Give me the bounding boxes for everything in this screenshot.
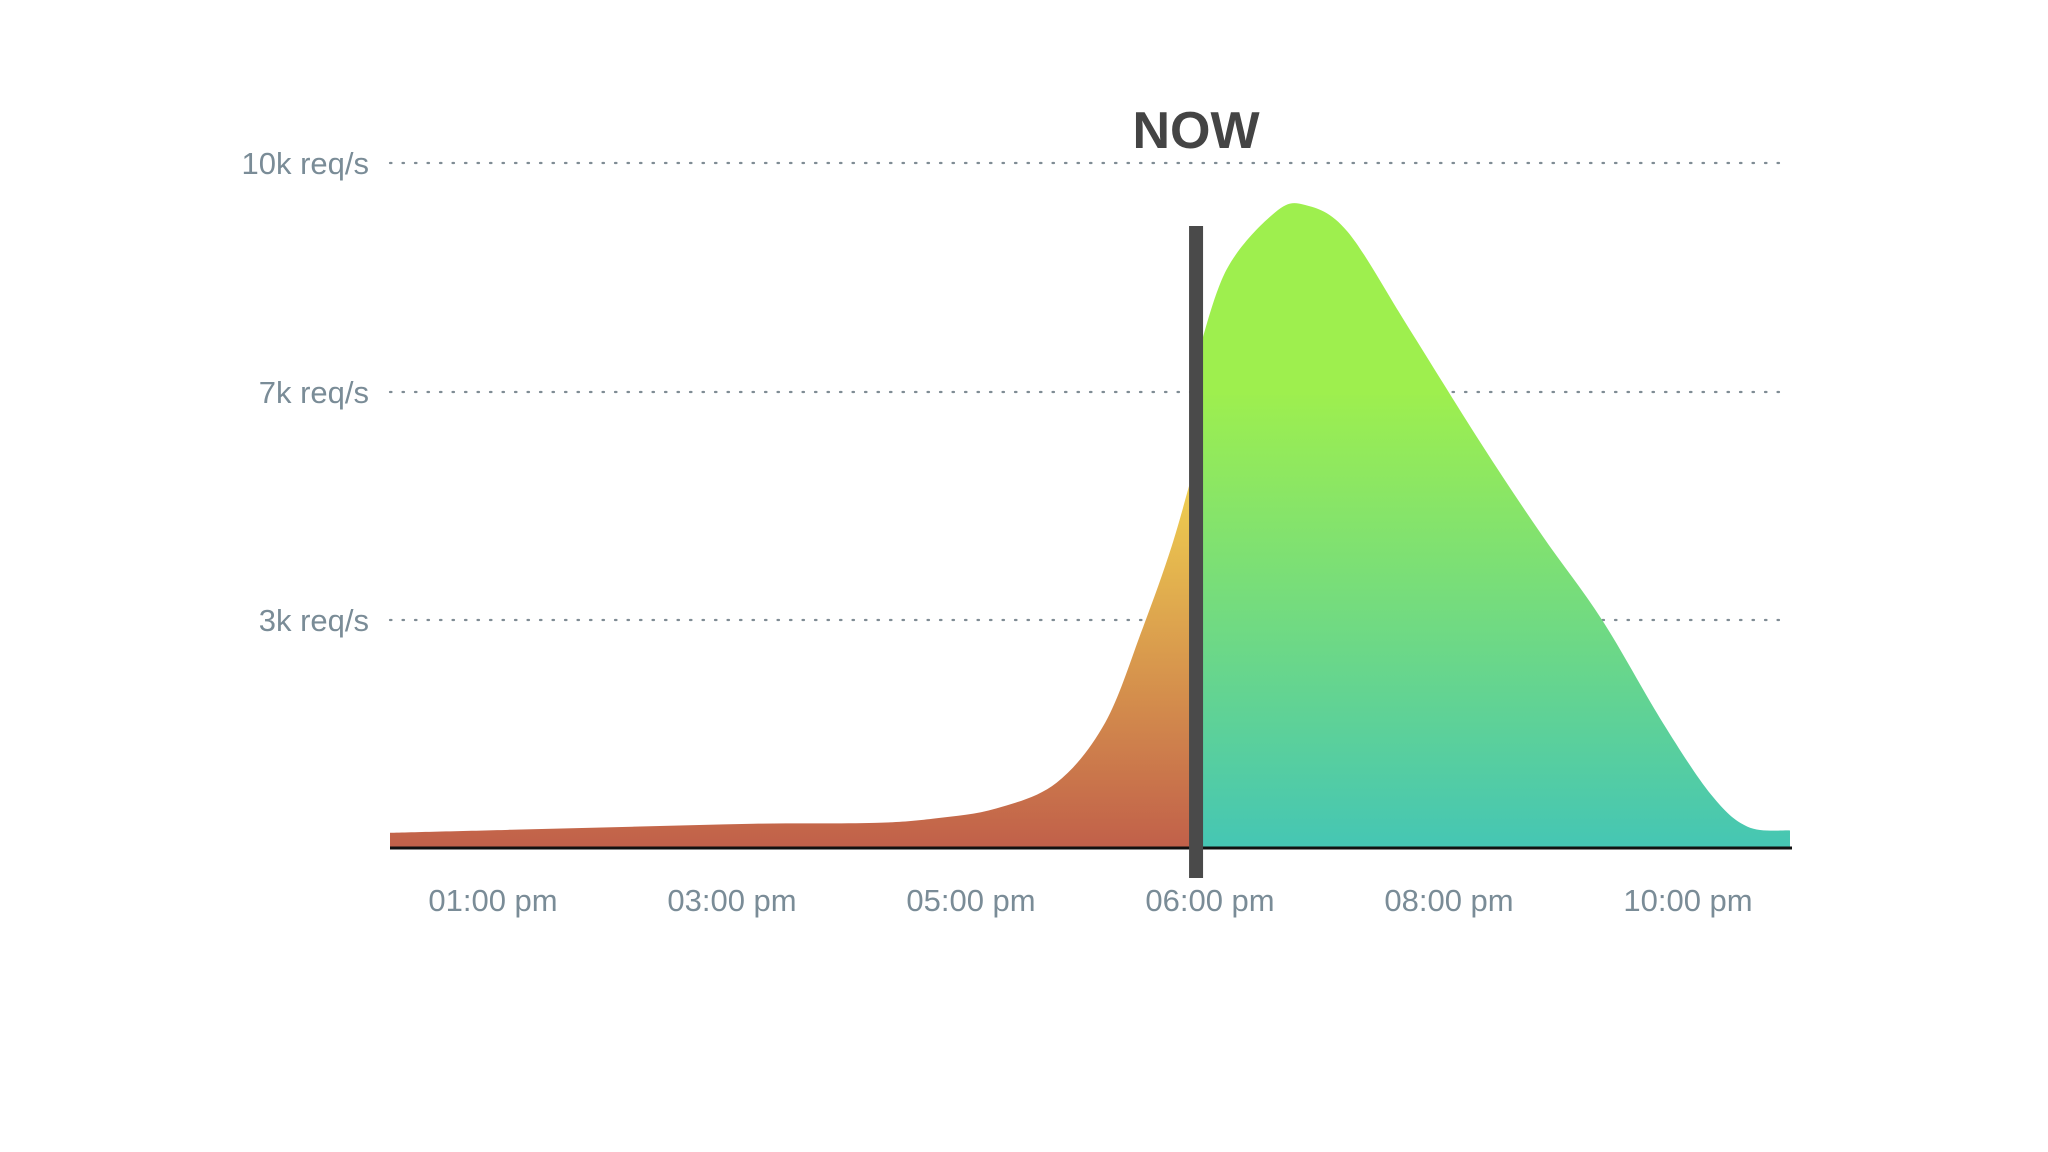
now-label: NOW [1133, 102, 1261, 160]
x-tick-label-1: 03:00 pm [667, 883, 796, 918]
x-tick-label-4: 08:00 pm [1384, 883, 1513, 918]
area-forecast [1196, 203, 1790, 849]
y-tick-label-0: 3k req/s [259, 603, 369, 638]
x-tick-label-0: 01:00 pm [428, 883, 557, 918]
x-tick-label-2: 05:00 pm [906, 883, 1035, 918]
axis-layer [390, 226, 1792, 878]
grid-layer [388, 161, 1792, 622]
label-layer: 3k req/s 7k req/s 10k req/s NOW 01:00 pm 03:0… [241, 102, 1752, 918]
now-marker-line [1189, 226, 1204, 878]
x-tick-label-5: 10:00 pm [1623, 883, 1752, 918]
y-tick-label-1: 7k req/s [259, 375, 369, 410]
area-layer [390, 203, 1790, 849]
area-past [390, 460, 1197, 848]
x-tick-label-3: 06:00 pm [1145, 883, 1274, 918]
y-tick-label-2: 10k req/s [241, 146, 369, 181]
